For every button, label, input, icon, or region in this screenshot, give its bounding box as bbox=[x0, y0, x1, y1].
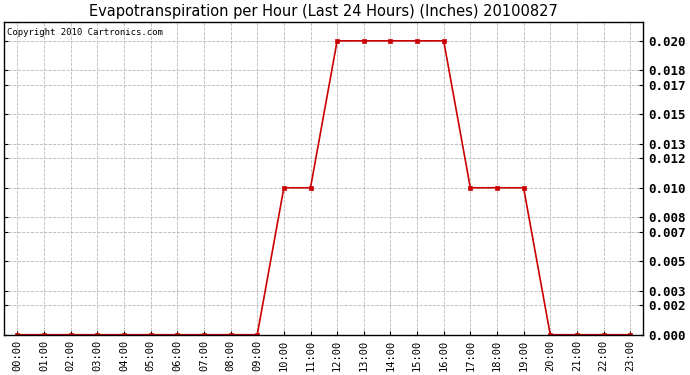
Title: Evapotranspiration per Hour (Last 24 Hours) (Inches) 20100827: Evapotranspiration per Hour (Last 24 Hou… bbox=[90, 4, 558, 19]
Text: Copyright 2010 Cartronics.com: Copyright 2010 Cartronics.com bbox=[8, 28, 164, 37]
